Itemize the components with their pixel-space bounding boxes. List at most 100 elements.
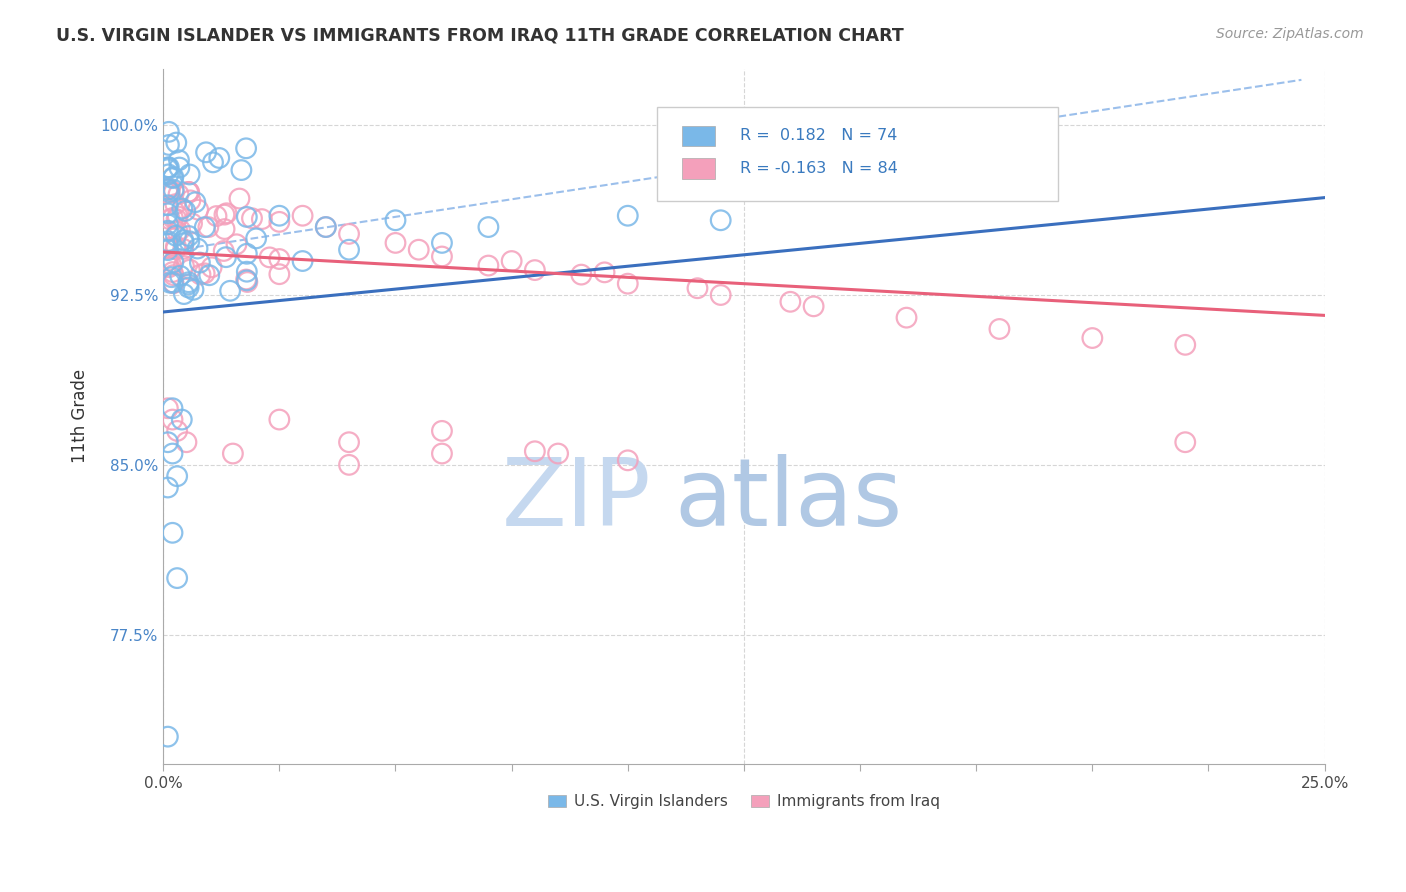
- Point: [803, 299, 825, 313]
- Point: [165, 197, 187, 211]
- Text: R =  0.182   N = 74: R = 0.182 N = 74: [741, 128, 898, 144]
- Point: [162, 265, 184, 279]
- Point: [166, 212, 188, 227]
- Point: [337, 435, 360, 450]
- Point: [501, 254, 523, 268]
- Text: U.S. VIRGIN ISLANDER VS IMMIGRANTS FROM IRAQ 11TH GRADE CORRELATION CHART: U.S. VIRGIN ISLANDER VS IMMIGRANTS FROM …: [56, 27, 904, 45]
- Point: [215, 250, 238, 264]
- Point: [686, 281, 709, 295]
- Point: [988, 322, 1011, 336]
- Point: [547, 446, 569, 460]
- Point: [179, 194, 201, 208]
- Point: [172, 242, 194, 256]
- Point: [162, 446, 184, 460]
- Point: [179, 168, 201, 182]
- Point: [156, 162, 179, 177]
- Point: [214, 222, 236, 236]
- Point: [177, 185, 200, 199]
- Point: [201, 155, 224, 169]
- Point: [236, 275, 259, 289]
- Point: [167, 153, 190, 168]
- Point: [1174, 435, 1197, 450]
- Point: [165, 136, 187, 150]
- Point: [177, 185, 200, 199]
- Point: [291, 254, 314, 268]
- Point: [231, 163, 253, 178]
- Point: [162, 276, 184, 290]
- Point: [183, 283, 205, 297]
- Point: [156, 217, 179, 231]
- Point: [162, 276, 184, 290]
- Text: atlas: atlas: [675, 454, 903, 546]
- Point: [235, 272, 257, 286]
- Point: [593, 265, 616, 279]
- Text: R = -0.163   N = 84: R = -0.163 N = 84: [741, 161, 898, 176]
- Point: [156, 161, 179, 175]
- Point: [337, 458, 360, 472]
- Point: [162, 401, 184, 416]
- Point: [269, 209, 291, 223]
- Point: [162, 170, 184, 185]
- Point: [477, 259, 499, 273]
- Point: [156, 253, 179, 268]
- Point: [408, 243, 430, 257]
- Point: [156, 186, 179, 201]
- Point: [157, 161, 180, 175]
- Point: [523, 444, 546, 458]
- Point: [222, 446, 245, 460]
- Point: [198, 268, 221, 283]
- Point: [430, 250, 453, 264]
- Point: [384, 213, 406, 227]
- Point: [156, 236, 179, 251]
- Legend: U.S. Virgin Islanders, Immigrants from Iraq: U.S. Virgin Islanders, Immigrants from I…: [541, 788, 946, 815]
- Point: [228, 192, 250, 206]
- Point: [315, 220, 337, 235]
- Point: [337, 227, 360, 241]
- Point: [159, 276, 181, 290]
- Y-axis label: 11th Grade: 11th Grade: [72, 369, 89, 463]
- Point: [160, 270, 183, 285]
- Point: [172, 202, 194, 216]
- Point: [710, 288, 733, 302]
- Point: [245, 231, 267, 245]
- Point: [201, 260, 224, 275]
- Point: [184, 195, 207, 210]
- Point: [617, 209, 640, 223]
- Point: [157, 260, 180, 275]
- Point: [162, 412, 184, 426]
- Point: [156, 241, 179, 255]
- Point: [250, 212, 273, 227]
- Point: [617, 453, 640, 467]
- Point: [236, 210, 259, 224]
- Point: [162, 171, 184, 186]
- Point: [235, 141, 257, 155]
- Point: [156, 243, 179, 257]
- Point: [896, 310, 918, 325]
- Point: [156, 198, 179, 212]
- Point: [162, 276, 184, 290]
- Point: [156, 435, 179, 450]
- Bar: [682, 126, 714, 146]
- Point: [156, 481, 179, 495]
- Point: [523, 263, 546, 277]
- Point: [166, 225, 188, 239]
- Point: [179, 262, 201, 277]
- Point: [159, 212, 181, 227]
- Point: [163, 186, 186, 200]
- Point: [172, 233, 194, 247]
- Point: [430, 424, 453, 438]
- Point: [710, 213, 733, 227]
- Point: [215, 206, 238, 220]
- Point: [197, 220, 219, 235]
- Point: [269, 412, 291, 426]
- Point: [236, 265, 259, 279]
- Point: [205, 209, 228, 223]
- Point: [166, 424, 188, 438]
- Point: [208, 151, 231, 165]
- Point: [315, 220, 337, 235]
- Point: [173, 259, 195, 273]
- Point: [165, 242, 187, 256]
- Point: [219, 284, 242, 298]
- Point: [187, 202, 209, 217]
- Point: [430, 446, 453, 460]
